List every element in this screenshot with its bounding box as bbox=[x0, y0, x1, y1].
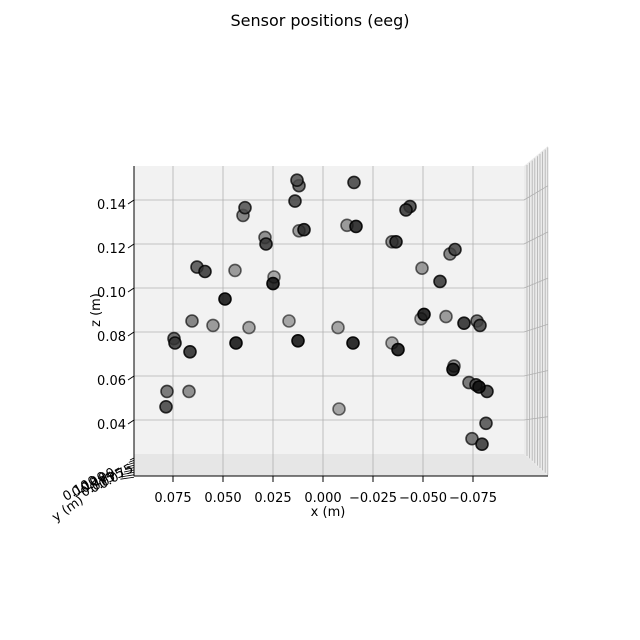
x-tick-label: −0.050 bbox=[399, 491, 447, 506]
sensor-point bbox=[228, 263, 242, 278]
sensor-point bbox=[465, 431, 479, 446]
sensor-point bbox=[399, 203, 413, 217]
z-tick-mark bbox=[127, 419, 135, 425]
sensor-point bbox=[417, 307, 431, 322]
chart-title: Sensor positions (eeg) bbox=[230, 11, 409, 30]
grid-lines bbox=[134, 166, 549, 476]
y-tick-mark bbox=[125, 467, 135, 470]
sensor-point bbox=[475, 437, 489, 452]
sensor-point bbox=[229, 336, 243, 350]
sensor-point bbox=[198, 264, 212, 279]
z-axis-label: z (m) bbox=[89, 293, 104, 327]
z-tick-label: 0.12 bbox=[97, 242, 126, 257]
y-tick-mark bbox=[122, 472, 135, 475]
y-tick-mark bbox=[128, 460, 135, 463]
sensor-point bbox=[472, 380, 486, 394]
y-tick-mark bbox=[127, 462, 135, 466]
z-axis-ticks: 0.04 0.06 0.08 0.10 0.12 0.14 bbox=[97, 198, 135, 433]
sensor-point bbox=[259, 237, 273, 251]
y-tick-mark bbox=[120, 476, 135, 480]
sensor-point bbox=[473, 318, 487, 333]
sensor-point bbox=[297, 222, 311, 237]
sensor-point bbox=[159, 399, 173, 414]
sensor-point bbox=[242, 320, 256, 335]
x-tick-label: 0.000 bbox=[304, 491, 341, 506]
sensor-point bbox=[457, 316, 471, 331]
sensor-point bbox=[183, 344, 197, 359]
sensor-point bbox=[389, 235, 403, 249]
sensor-point bbox=[439, 309, 453, 324]
sensor-point bbox=[168, 336, 182, 350]
y-tick-mark bbox=[129, 457, 135, 461]
sensor-point bbox=[332, 402, 346, 416]
z-tick-label: 0.10 bbox=[97, 286, 126, 301]
sensor-point bbox=[266, 276, 280, 291]
z-tick-label: 0.06 bbox=[97, 374, 126, 389]
sensor-point bbox=[391, 342, 405, 357]
sensor-point bbox=[185, 314, 199, 328]
x-tick-label: −0.025 bbox=[349, 491, 397, 506]
sensor-point bbox=[347, 175, 361, 190]
sensor-point bbox=[288, 194, 302, 208]
sensor-point bbox=[346, 336, 360, 350]
z-side-grid-line bbox=[523, 277, 549, 289]
side-pane-depth-lines bbox=[526, 147, 549, 476]
sensor-point bbox=[290, 173, 304, 187]
sensor-point bbox=[238, 200, 252, 215]
sensor-point bbox=[182, 384, 196, 399]
floor-pane bbox=[134, 454, 548, 476]
x-tick-label: 0.050 bbox=[204, 491, 241, 506]
y-tick-mark bbox=[126, 464, 135, 468]
z-side-grid-line bbox=[523, 323, 549, 333]
z-side-grid-line bbox=[523, 231, 549, 245]
sensor-points bbox=[159, 173, 494, 452]
sensor-point bbox=[331, 320, 345, 335]
sensor-point bbox=[282, 314, 296, 328]
x-axis-ticks: 0.075 0.050 0.025 0.000 −0.025 −0.050 −0.075 bbox=[154, 476, 497, 506]
y-tick-mark bbox=[121, 474, 135, 478]
z-side-grid-line bbox=[523, 370, 549, 377]
sensor-point bbox=[206, 318, 220, 333]
sensor-point bbox=[415, 261, 429, 276]
z-tick-mark bbox=[127, 243, 135, 249]
sensor-point bbox=[349, 219, 363, 234]
sensor-point bbox=[433, 274, 447, 289]
z-side-grid-line bbox=[523, 416, 549, 421]
y-tick-mark bbox=[123, 469, 135, 473]
x-axis-label: x (m) bbox=[311, 505, 346, 520]
z-tick-label: 0.08 bbox=[97, 330, 126, 345]
z-tick-mark bbox=[127, 199, 135, 205]
sensor-point bbox=[446, 362, 460, 377]
sensor-point bbox=[218, 292, 232, 306]
x-tick-label: −0.075 bbox=[449, 491, 497, 506]
side-pane bbox=[524, 146, 548, 476]
z-tick-label: 0.04 bbox=[97, 418, 126, 433]
sensor-point bbox=[479, 416, 493, 431]
sensor-point bbox=[160, 384, 174, 399]
y-tick-label: 0.075 bbox=[96, 461, 136, 493]
z-tick-mark bbox=[127, 331, 135, 337]
x-tick-label: 0.025 bbox=[254, 491, 291, 506]
x-tick-label: 0.075 bbox=[154, 491, 191, 506]
z-tick-label: 0.14 bbox=[97, 198, 126, 213]
z-tick-mark bbox=[127, 287, 135, 293]
sensor-point bbox=[448, 242, 462, 257]
back-pane bbox=[134, 166, 524, 454]
z-side-grid-line bbox=[523, 185, 549, 201]
z-tick-mark bbox=[127, 375, 135, 381]
sensor-point bbox=[291, 333, 305, 348]
